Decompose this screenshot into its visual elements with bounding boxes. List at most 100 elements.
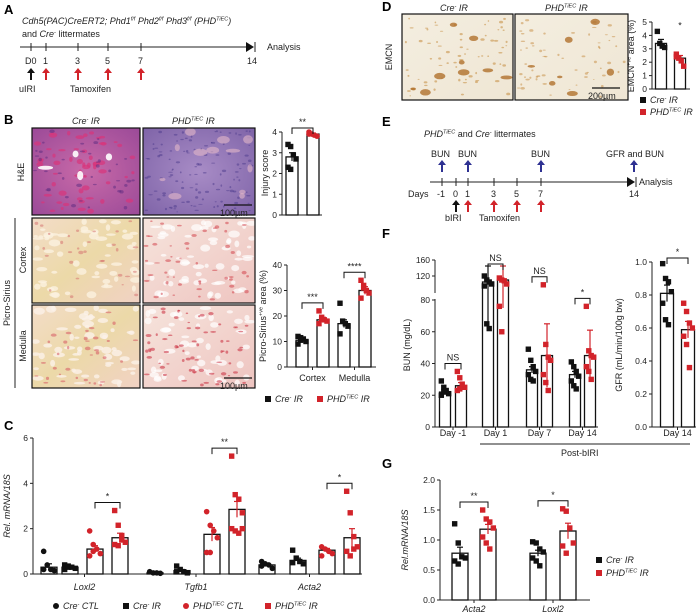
tissue-structure bbox=[154, 262, 160, 264]
tissue-structure bbox=[239, 168, 242, 170]
tissue-structure bbox=[64, 195, 69, 199]
column-header-phd: PHDTiEC IR bbox=[545, 3, 588, 13]
y-tick-label: 1.0 bbox=[635, 257, 647, 267]
tissue-structure bbox=[44, 254, 49, 257]
tissue-structure bbox=[77, 346, 83, 352]
measurement-label: BUN bbox=[431, 149, 450, 159]
tissue-structure bbox=[149, 275, 155, 281]
tissue-structure bbox=[132, 305, 139, 312]
tissue-structure bbox=[214, 131, 217, 133]
measurement-label: BUN bbox=[458, 149, 477, 159]
tissue-structure bbox=[218, 323, 222, 326]
arrow-head bbox=[513, 200, 521, 205]
tissue-structure bbox=[434, 21, 437, 24]
tissue-structure bbox=[423, 81, 428, 84]
data-point bbox=[461, 384, 468, 391]
image-border bbox=[514, 13, 629, 101]
tissue-structure bbox=[493, 39, 499, 42]
significance-label: ** bbox=[299, 117, 307, 127]
tissue-structure bbox=[215, 188, 221, 191]
data-point bbox=[533, 558, 539, 564]
tissue-structure bbox=[228, 230, 240, 238]
data-point bbox=[360, 282, 367, 289]
y-tick-label: 60 bbox=[421, 327, 431, 337]
tissue-structure bbox=[424, 27, 429, 29]
tissue-structure bbox=[89, 131, 95, 135]
tissue-structure bbox=[542, 49, 546, 51]
tissue-structure bbox=[61, 158, 65, 161]
data-point bbox=[351, 533, 357, 540]
data-point bbox=[659, 300, 666, 306]
tissue-structure bbox=[98, 142, 106, 145]
tissue-structure bbox=[242, 256, 253, 261]
tissue-structure bbox=[219, 173, 222, 176]
tissue-structure bbox=[161, 372, 167, 380]
tissue-structure bbox=[87, 206, 91, 209]
significance-label: * bbox=[338, 472, 342, 482]
significance-label: * bbox=[106, 492, 110, 502]
tissue-structure bbox=[170, 255, 173, 258]
data-point bbox=[571, 383, 577, 389]
data-point bbox=[487, 519, 493, 525]
tissue-structure bbox=[231, 264, 240, 272]
y-axis-label-text: Injury score bbox=[260, 150, 270, 197]
legend-square-marker bbox=[265, 603, 271, 609]
tissue-structure bbox=[168, 176, 172, 178]
tissue-structure bbox=[214, 201, 217, 203]
text-segment: IR bbox=[88, 116, 100, 126]
tissue-structure bbox=[434, 24, 439, 26]
tissue-structure bbox=[246, 220, 257, 226]
data-point bbox=[289, 547, 296, 553]
data-point bbox=[533, 540, 539, 546]
data-point bbox=[293, 555, 299, 561]
tissue-structure bbox=[33, 169, 37, 172]
legend-square-marker bbox=[123, 603, 129, 609]
y-tick-label: 0.0 bbox=[635, 422, 647, 432]
tissue-structure bbox=[439, 30, 444, 32]
text-segment: IR bbox=[576, 3, 588, 13]
data-point bbox=[290, 152, 297, 158]
data-point bbox=[543, 379, 549, 386]
tissue-structure bbox=[167, 334, 173, 337]
tissue-structure bbox=[148, 194, 153, 196]
tissue-structure bbox=[52, 172, 58, 175]
data-point bbox=[316, 308, 322, 314]
tissue-structure bbox=[597, 45, 600, 49]
tissue-structure bbox=[434, 72, 446, 80]
tissue-structure bbox=[239, 189, 246, 195]
tissue-structure bbox=[244, 289, 249, 294]
tissue-structure bbox=[192, 264, 205, 270]
tissue-structure bbox=[215, 383, 220, 386]
tissue-image bbox=[402, 14, 513, 100]
tissue-structure bbox=[209, 298, 215, 301]
text-segment: Phd3 bbox=[163, 16, 187, 26]
tissue-structure bbox=[34, 283, 41, 290]
tissue-structure bbox=[152, 242, 158, 246]
category-label: Day 1 bbox=[484, 428, 508, 438]
tissue-structure bbox=[436, 41, 439, 43]
data-point bbox=[177, 566, 183, 573]
tissue-structure bbox=[520, 40, 526, 43]
tissue-structure bbox=[196, 355, 201, 359]
tissue-structure bbox=[242, 381, 247, 384]
timeline-day-label: 1 bbox=[43, 56, 48, 66]
data-point bbox=[97, 550, 104, 557]
tissue-structure bbox=[592, 26, 597, 28]
data-point bbox=[61, 562, 68, 568]
superscript: +ve bbox=[259, 307, 265, 316]
tissue-structure bbox=[33, 307, 45, 315]
tissue-structure bbox=[243, 135, 253, 144]
data-point bbox=[232, 528, 238, 534]
tissue-structure bbox=[557, 53, 560, 57]
legend-entry: Cre- IR bbox=[133, 601, 161, 611]
tissue-structure bbox=[500, 75, 513, 80]
tissue-structure bbox=[216, 205, 219, 208]
tissue-structure bbox=[51, 270, 58, 274]
tissue-structure bbox=[147, 175, 151, 178]
tissue-structure bbox=[234, 240, 240, 248]
text-segment: PHD bbox=[275, 601, 295, 611]
y-axis-label: EMCN+ve area (%) bbox=[626, 20, 636, 93]
tissue-structure bbox=[519, 30, 523, 32]
data-point bbox=[316, 320, 322, 327]
tissue-structure bbox=[92, 183, 97, 186]
